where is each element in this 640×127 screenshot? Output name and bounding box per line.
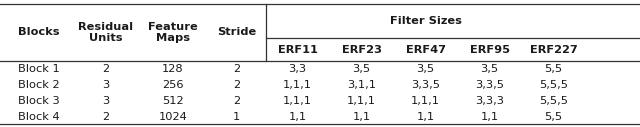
Text: ERF47: ERF47: [406, 45, 445, 54]
Text: Block 1: Block 1: [17, 64, 60, 74]
Text: Filter Sizes: Filter Sizes: [390, 16, 461, 26]
Text: Residual
Units: Residual Units: [78, 22, 133, 43]
Text: Block 3: Block 3: [17, 96, 60, 106]
Text: 1,1,1: 1,1,1: [411, 96, 440, 106]
Text: 5,5,5: 5,5,5: [539, 80, 568, 90]
Text: 256: 256: [162, 80, 184, 90]
Text: Block 4: Block 4: [17, 112, 60, 122]
Text: ERF227: ERF227: [530, 45, 577, 54]
Text: 1,1,1: 1,1,1: [283, 96, 312, 106]
Text: 3,3,5: 3,3,5: [475, 80, 504, 90]
Text: 1: 1: [233, 112, 241, 122]
Text: 1,1: 1,1: [417, 112, 435, 122]
Text: Block 2: Block 2: [17, 80, 60, 90]
Text: 3,5: 3,5: [417, 64, 435, 74]
Text: 3,3,3: 3,3,3: [475, 96, 504, 106]
Text: 128: 128: [162, 64, 184, 74]
Text: Feature
Maps: Feature Maps: [148, 22, 198, 43]
Text: 5,5: 5,5: [545, 64, 563, 74]
Text: 512: 512: [162, 96, 184, 106]
Text: 2: 2: [102, 112, 109, 122]
Text: 1,1: 1,1: [353, 112, 371, 122]
Text: ERF95: ERF95: [470, 45, 509, 54]
Text: 3,3: 3,3: [289, 64, 307, 74]
Text: 1,1: 1,1: [289, 112, 307, 122]
Text: 1,1,1: 1,1,1: [283, 80, 312, 90]
Text: 1024: 1024: [159, 112, 187, 122]
Text: 2: 2: [102, 64, 109, 74]
Text: 3,5: 3,5: [353, 64, 371, 74]
Text: 5,5: 5,5: [545, 112, 563, 122]
Text: Blocks: Blocks: [18, 27, 59, 37]
Text: 3,1,1: 3,1,1: [347, 80, 376, 90]
Text: ERF11: ERF11: [278, 45, 317, 54]
Text: Stride: Stride: [217, 27, 257, 37]
Text: 3,5: 3,5: [481, 64, 499, 74]
Text: 3,3,5: 3,3,5: [411, 80, 440, 90]
Text: 3: 3: [102, 80, 109, 90]
Text: 2: 2: [233, 64, 241, 74]
Text: 5,5,5: 5,5,5: [539, 96, 568, 106]
Text: 2: 2: [233, 80, 241, 90]
Text: 3: 3: [102, 96, 109, 106]
Text: 1,1,1: 1,1,1: [347, 96, 376, 106]
Text: 2: 2: [233, 96, 241, 106]
Text: 1,1: 1,1: [481, 112, 499, 122]
Text: ERF23: ERF23: [342, 45, 381, 54]
